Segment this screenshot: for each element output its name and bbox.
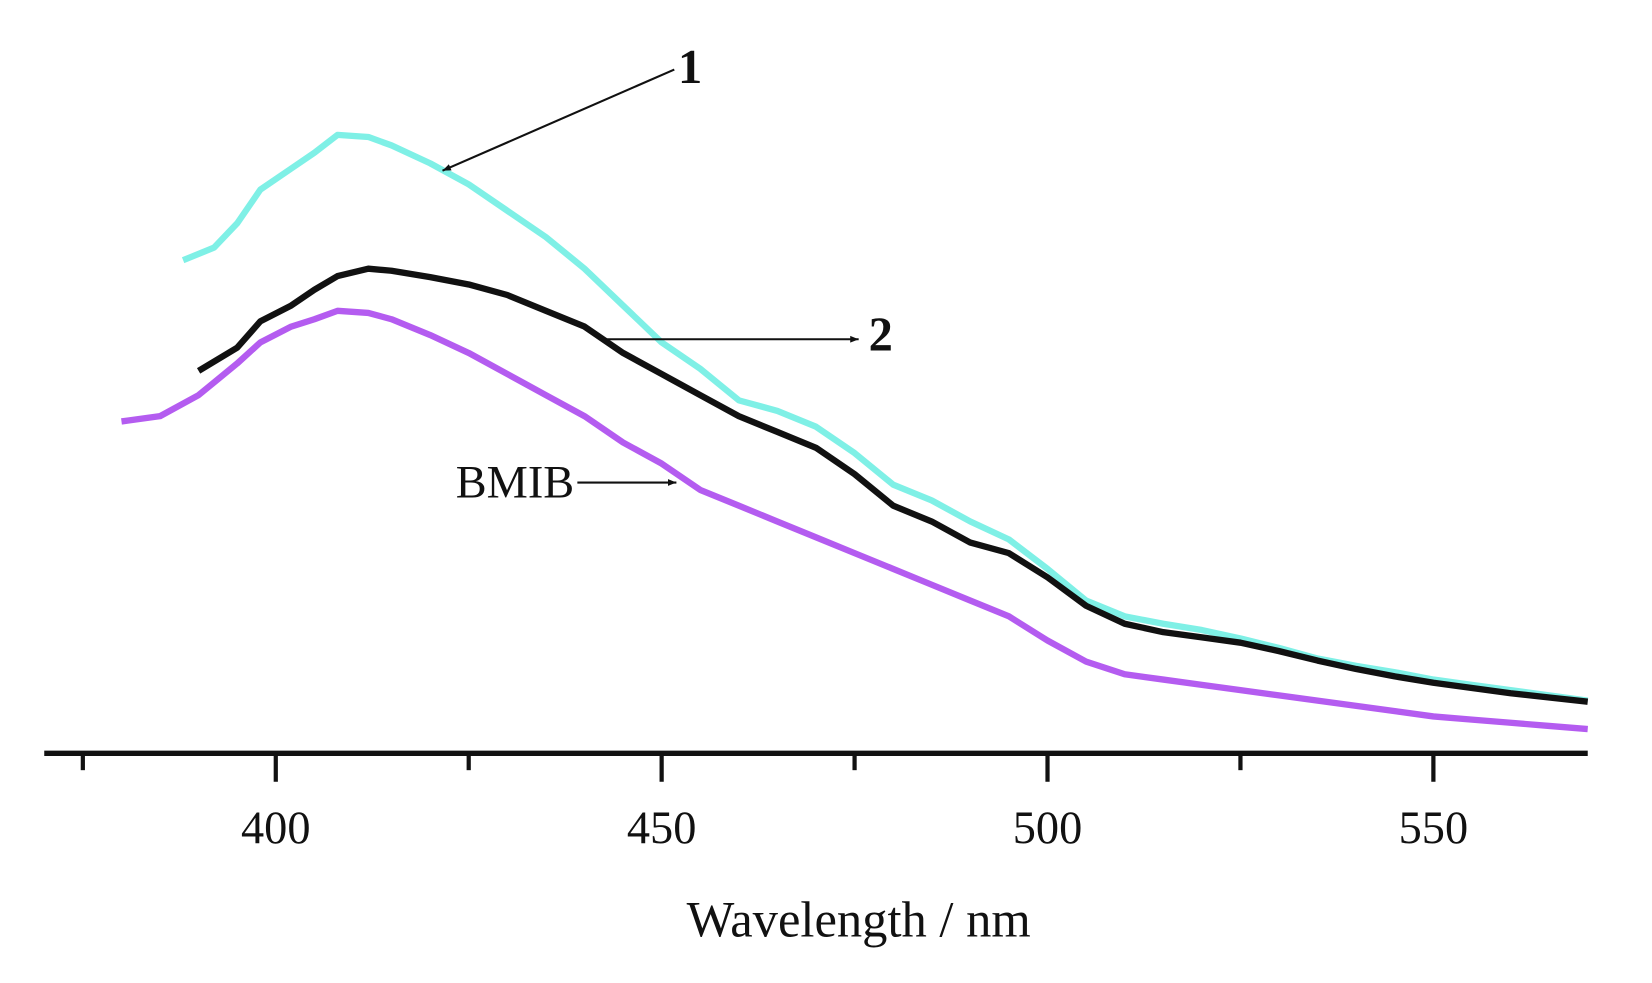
series-line (196, 265, 1589, 705)
x-tick-label: 550 (1399, 803, 1469, 854)
series-line (121, 307, 1588, 733)
x-tick-label: 500 (1013, 803, 1083, 854)
x-axis-label: Wavelength / nm (687, 892, 1031, 948)
series-label: 1 (678, 41, 702, 94)
x-tick-label: 400 (241, 803, 311, 854)
x-tick-label: 450 (627, 803, 697, 854)
series-line (181, 131, 1589, 704)
series-label: 2 (869, 308, 893, 361)
annotation-arrow (442, 68, 675, 172)
series-label: BMIB (456, 457, 574, 508)
